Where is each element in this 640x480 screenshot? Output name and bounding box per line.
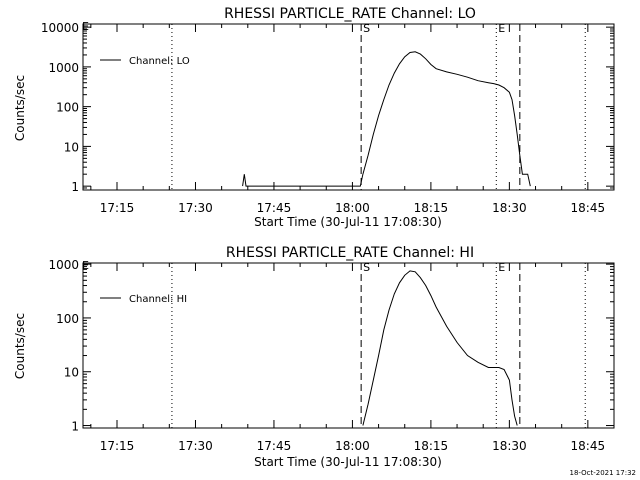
chart-title-lo: RHESSI PARTICLE_RATE Channel: LO bbox=[224, 6, 476, 22]
x-tick-label: 18:30 bbox=[492, 439, 527, 453]
x-tick-label: 18:15 bbox=[414, 201, 449, 215]
series-line bbox=[242, 51, 531, 187]
x-tick-label: 18:00 bbox=[335, 201, 370, 215]
x-tick-label: 17:45 bbox=[257, 439, 292, 453]
x-tick-label: 17:15 bbox=[100, 201, 135, 215]
hi-channel-panel: RHESSI PARTICLE_RATE Channel: HI Counts/… bbox=[13, 245, 615, 469]
x-tick-label: 18:45 bbox=[571, 201, 606, 215]
legend-label-hi: Channel: HI bbox=[129, 294, 187, 305]
y-tick-label: 1000 bbox=[48, 258, 79, 272]
time-marker-label: E bbox=[498, 22, 505, 35]
y-tick-label: 100 bbox=[56, 312, 79, 326]
y-tick-label: 10 bbox=[64, 140, 79, 154]
y-tick-label: 1000 bbox=[48, 61, 79, 75]
x-tick-label: 17:15 bbox=[100, 439, 135, 453]
time-marker-label: S bbox=[363, 22, 370, 35]
x-axis-label-lo: Start Time (30-Jul-11 17:08:30) bbox=[254, 215, 442, 229]
y-axis-label-hi: Counts/sec bbox=[13, 313, 27, 379]
x-tick-label: 18:00 bbox=[335, 439, 370, 453]
legend-label-lo: Channel: LO bbox=[129, 56, 190, 67]
y-tick-label: 1 bbox=[71, 180, 79, 194]
plot-frame bbox=[82, 262, 615, 429]
x-axis-label-hi: Start Time (30-Jul-11 17:08:30) bbox=[254, 455, 442, 469]
y-tick-label: 10000 bbox=[41, 21, 79, 35]
x-tick-label: 17:45 bbox=[257, 201, 292, 215]
x-tick-label: 18:30 bbox=[492, 201, 527, 215]
time-marker-label: S bbox=[363, 261, 370, 274]
corner-marker-lo: E bbox=[82, 20, 89, 33]
time-marker-label: E bbox=[498, 261, 505, 274]
series-line bbox=[362, 270, 518, 426]
y-axis-label-lo: Counts/sec bbox=[13, 75, 27, 141]
x-tick-label: 18:45 bbox=[571, 439, 606, 453]
y-tick-label: 1 bbox=[71, 420, 79, 434]
lo-channel-panel: RHESSI PARTICLE_RATE Channel: LO Counts/… bbox=[13, 6, 615, 229]
x-tick-label: 18:15 bbox=[414, 439, 449, 453]
y-tick-label: 100 bbox=[56, 101, 79, 115]
corner-marker-hi: E bbox=[82, 259, 89, 272]
chart-title-hi: RHESSI PARTICLE_RATE Channel: HI bbox=[226, 245, 474, 261]
x-tick-label: 17:30 bbox=[178, 201, 213, 215]
footer-date: 18-Oct-2021 17:32 bbox=[570, 469, 636, 477]
y-tick-label: 10 bbox=[64, 366, 79, 380]
x-tick-label: 17:30 bbox=[178, 439, 213, 453]
